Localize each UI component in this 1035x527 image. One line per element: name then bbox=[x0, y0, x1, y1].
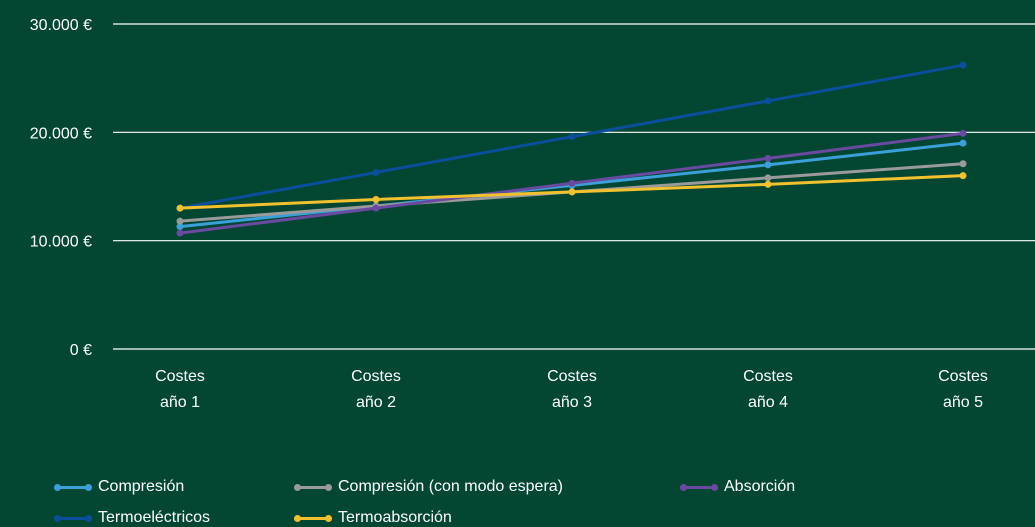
legend-swatch bbox=[294, 509, 332, 527]
data-point bbox=[959, 129, 967, 137]
data-point bbox=[372, 204, 380, 212]
data-point bbox=[568, 133, 576, 141]
x-tick-line: Costes bbox=[743, 368, 793, 385]
x-tick-line: Costes bbox=[155, 368, 205, 385]
data-point bbox=[372, 168, 380, 176]
y-tick-label: 10.000 € bbox=[30, 234, 92, 251]
legend-label: Absorción bbox=[724, 478, 796, 495]
x-tick-line: año 1 bbox=[160, 394, 200, 411]
x-tick-label: Costes año 1 bbox=[155, 368, 205, 411]
y-tick-label: 30.000 € bbox=[30, 17, 92, 34]
x-tick-label: Costes año 5 bbox=[938, 368, 988, 411]
legend-item-termoabsorcion[interactable]: Termoabsorción bbox=[294, 509, 452, 527]
y-axis-ticks: 0 € 10.000 € 20.000 € 30.000 € bbox=[30, 17, 92, 359]
x-tick-line: año 4 bbox=[748, 394, 788, 411]
x-tick-label: Costes año 3 bbox=[547, 368, 597, 411]
x-tick-label: Costes año 4 bbox=[743, 368, 793, 411]
series-4 bbox=[176, 172, 967, 212]
data-point bbox=[959, 160, 967, 168]
data-point bbox=[764, 97, 772, 105]
legend-swatch bbox=[680, 478, 718, 496]
x-tick-line: Costes bbox=[547, 368, 597, 385]
legend-swatch bbox=[54, 509, 92, 527]
data-point bbox=[176, 223, 184, 231]
legend-label: Compresión bbox=[98, 478, 185, 495]
data-point bbox=[959, 172, 967, 180]
x-tick-line: Costes bbox=[938, 368, 988, 385]
legend-label: Termoabsorción bbox=[338, 509, 452, 526]
x-tick-line: año 5 bbox=[943, 394, 983, 411]
legend-item-absorcion[interactable]: Absorción bbox=[680, 478, 795, 496]
data-point bbox=[176, 204, 184, 212]
data-point bbox=[568, 188, 576, 196]
legend-item-compresion[interactable]: Compresión bbox=[54, 478, 184, 496]
data-point bbox=[959, 139, 967, 147]
x-tick-line: Costes bbox=[351, 368, 401, 385]
data-point bbox=[176, 217, 184, 225]
legend-swatch bbox=[294, 478, 332, 496]
data-point bbox=[764, 154, 772, 162]
y-tick-label: 0 € bbox=[70, 342, 92, 359]
data-point bbox=[568, 179, 576, 187]
data-point bbox=[372, 196, 380, 203]
gridlines bbox=[113, 23, 1035, 350]
data-point bbox=[959, 61, 967, 69]
y-tick-label: 20.000 € bbox=[30, 125, 92, 142]
legend-label: Termoeléctricos bbox=[98, 509, 211, 526]
data-point bbox=[764, 174, 772, 182]
legend-item-compresion-modo-espera[interactable]: Compresión (con modo espera) bbox=[294, 478, 569, 496]
data-point bbox=[764, 161, 772, 169]
data-point bbox=[764, 180, 772, 188]
legend-swatch bbox=[54, 478, 92, 496]
x-axis-ticks: Costes año 1 Costes año 2 Costes año 3 Costes a… bbox=[155, 368, 988, 411]
legend-item-termoelectricos[interactable]: Termoeléctricos bbox=[54, 509, 210, 527]
x-tick-line: año 2 bbox=[356, 394, 396, 411]
series-2 bbox=[176, 129, 967, 237]
legend-label: Compresión (con modo espera) bbox=[338, 478, 563, 495]
data-point bbox=[176, 229, 184, 237]
x-tick-line: año 3 bbox=[552, 394, 592, 411]
series-lines bbox=[176, 61, 967, 237]
x-tick-label: Costes año 2 bbox=[351, 368, 401, 411]
